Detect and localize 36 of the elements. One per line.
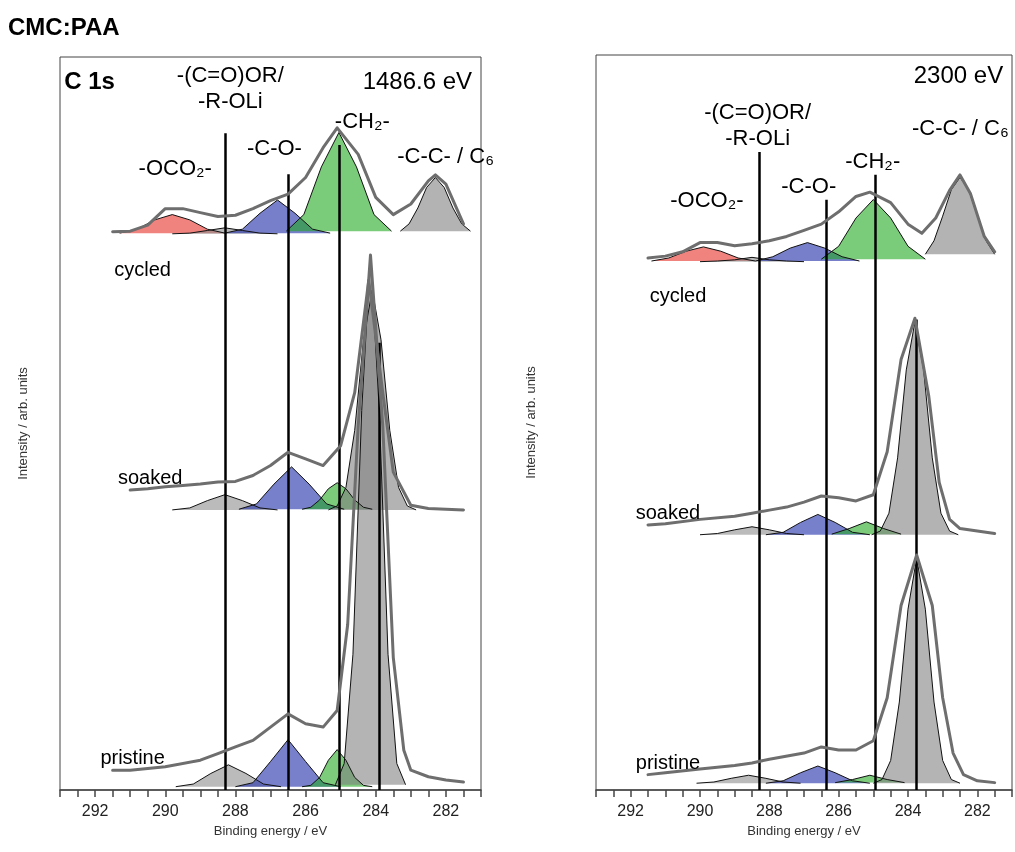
text: -(C=O)OR/ -R-OLi: [703, 99, 812, 151]
x-tick-label: 284: [894, 801, 921, 819]
annotation: -OCO₂-: [669, 187, 744, 213]
x-tick-label: 282: [432, 801, 460, 819]
annotation: -C-C- / C₆: [397, 142, 495, 168]
x-tick-label: 282: [963, 801, 991, 819]
x-axis-title: Binding energy / eV: [746, 823, 861, 838]
series-label: cycled: [114, 257, 171, 280]
x-tick-label: 290: [151, 801, 179, 819]
series-label: soaked: [635, 500, 700, 523]
chart-title: CMC:PAA: [8, 12, 120, 40]
annotation: -OCO₂-: [138, 155, 212, 181]
x-tick-label: 288: [755, 801, 783, 819]
text: -(C=O)OR/ -R-OLi: [176, 62, 285, 114]
annotation: -C-O-: [780, 172, 836, 198]
x-tick-label: 286: [292, 801, 320, 819]
y-axis-title: Intensity / arb. units: [522, 365, 537, 479]
text: 1486.6 eV: [362, 66, 473, 94]
x-tick-label: 284: [362, 801, 390, 819]
series-label: pristine: [100, 746, 165, 769]
series-label: pristine: [635, 750, 700, 773]
x-tick-label: 290: [686, 801, 713, 819]
series-label: cycled: [649, 283, 706, 306]
x-tick-label: 292: [81, 801, 109, 819]
x-tick-label: 288: [222, 801, 249, 819]
x-axis-title: Binding energy / eV: [213, 823, 328, 838]
annotation: -CH₂-: [334, 107, 390, 133]
text: -CH₂-: [844, 147, 900, 173]
x-tick-label: 286: [824, 801, 852, 819]
y-axis-title: Intensity / arb. units: [14, 366, 30, 480]
text: C 1s: [64, 66, 115, 94]
x-tick-label: 292: [616, 801, 644, 819]
series-label: soaked: [117, 466, 183, 489]
annotation: -C-O-: [246, 135, 302, 161]
text: 2300 eV: [913, 61, 1003, 89]
text: -C-C- / C₆: [911, 115, 1009, 141]
